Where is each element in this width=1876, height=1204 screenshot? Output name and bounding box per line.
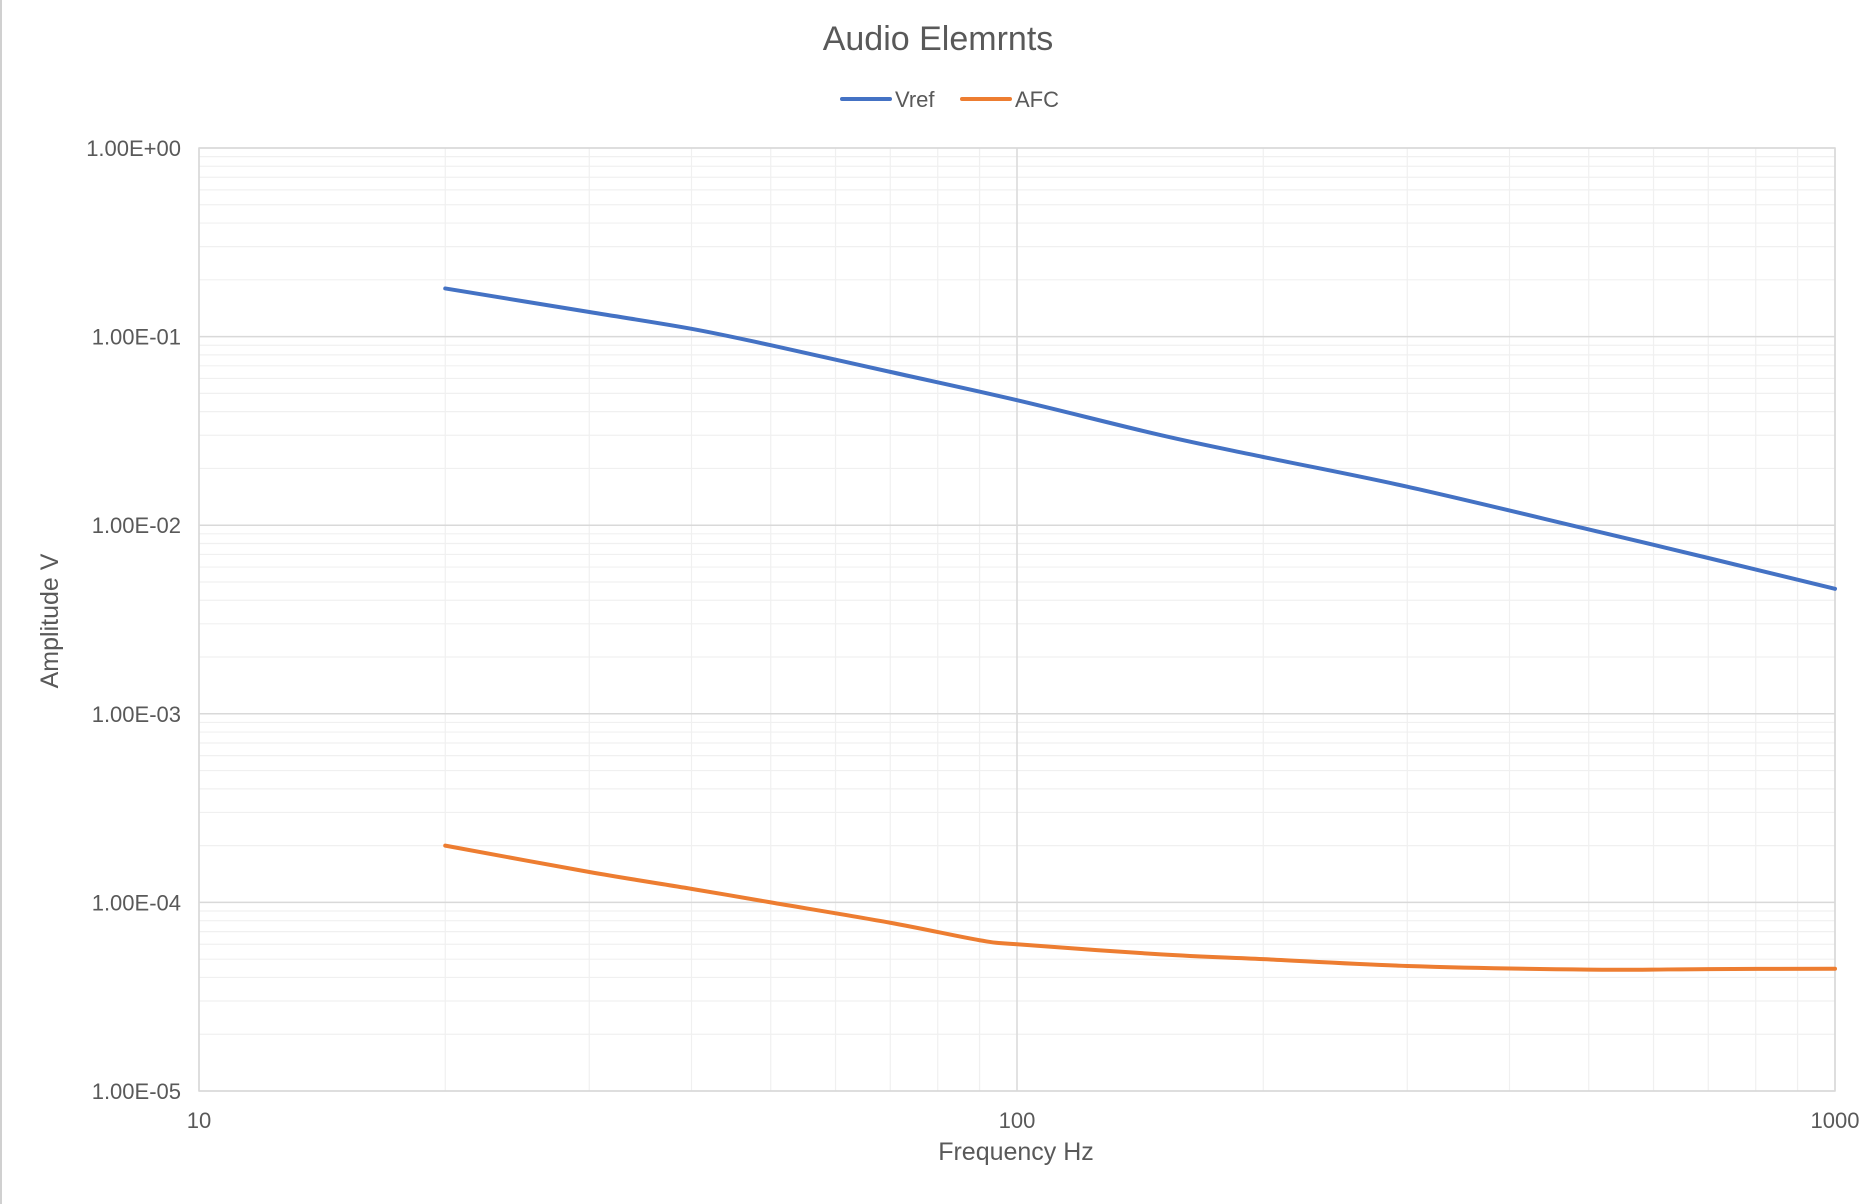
series-line-vref (443, 286, 1837, 591)
series-line-afc (443, 843, 1837, 972)
x-tick-label: 100 (999, 1108, 1036, 1133)
legend: Vref AFC (840, 87, 1059, 112)
legend-label-afc: AFC (1015, 87, 1059, 112)
chart-title: Audio Elemrnts (823, 20, 1054, 58)
window-edge (0, 0, 2, 1204)
x-axis-title: Frequency Hz (938, 1138, 1094, 1166)
grid (198, 147, 1836, 1092)
x-tick-label: 10 (187, 1108, 211, 1133)
y-tick-label: 1.00E-05 (92, 1079, 181, 1104)
y-tick-label: 1.00E-04 (92, 890, 181, 915)
y-tick-label: 1.00E-03 (92, 702, 181, 727)
y-tick-label: 1.00E-01 (92, 325, 181, 350)
series (443, 286, 1837, 972)
x-axis-ticks: 10 100 1000 (187, 1108, 1860, 1133)
y-axis-ticks: 1.00E+00 1.00E-01 1.00E-02 1.00E-03 1.00E-04… (86, 136, 181, 1104)
y-tick-label: 1.00E+00 (86, 136, 181, 161)
x-tick-label: 1000 (1811, 1108, 1860, 1133)
y-axis-title: Amplitude V (36, 553, 64, 688)
legend-label-vref: Vref (895, 87, 935, 112)
y-tick-label: 1.00E-02 (92, 513, 181, 538)
plot-area-frame (198, 147, 1836, 1092)
